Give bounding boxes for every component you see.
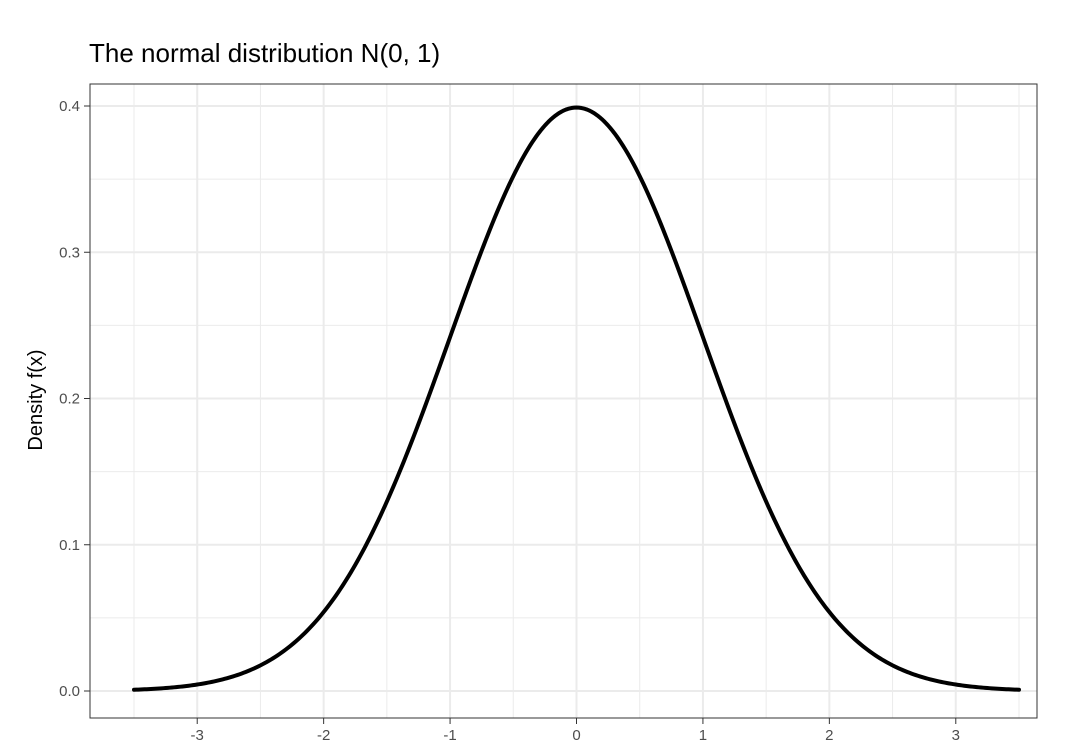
y-tick-label: 0.0 [59,683,80,700]
x-tick-label: 1 [699,727,707,744]
density-curve [132,105,1021,692]
x-tick-label: -2 [317,727,330,744]
y-tick-label: 0.2 [59,391,80,408]
panel-border [89,83,1038,719]
y-tick-label: 0.4 [59,98,80,115]
y-axis-title: Density f(x) [25,349,47,450]
x-tick-label: -3 [191,727,204,744]
plot-panel [90,84,1037,718]
x-tick-label: 2 [825,727,833,744]
minor-gridlines [90,84,1037,718]
x-tick-label: 3 [952,727,960,744]
x-tick-label: -1 [443,727,456,744]
y-axis: 0.0 0.1 0.2 0.3 0.4 [59,98,90,700]
y-tick-label: 0.1 [59,537,80,554]
chart-title: The normal distribution N(0, 1) [89,38,440,68]
density-series [132,105,1021,692]
major-gridlines [90,84,1037,718]
x-tick-label: 0 [572,727,580,744]
y-tick-label: 0.3 [59,244,80,261]
x-axis: -3 -2 -1 0 1 2 3 [191,718,960,744]
